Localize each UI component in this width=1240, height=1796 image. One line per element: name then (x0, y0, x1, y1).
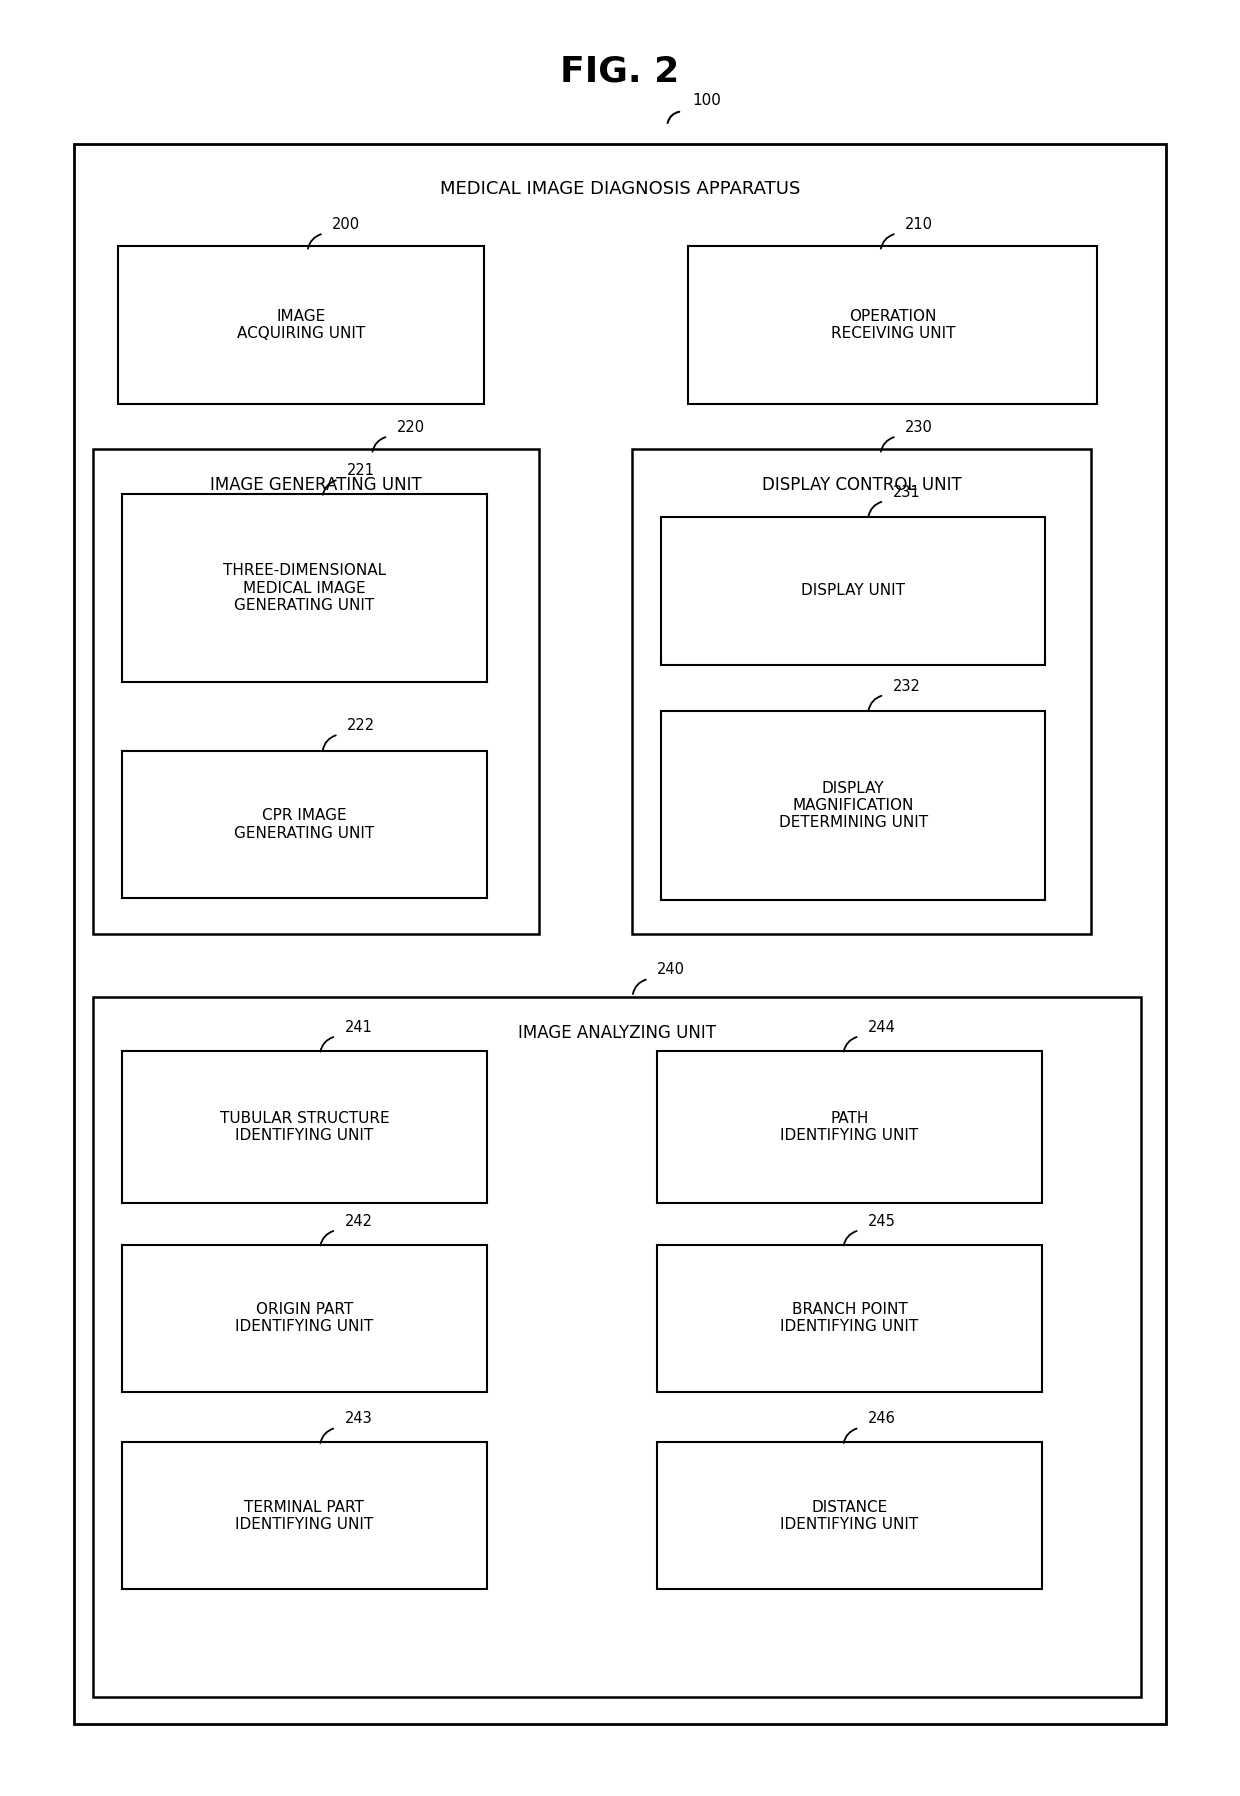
Text: 232: 232 (893, 679, 920, 693)
Text: 246: 246 (868, 1412, 895, 1426)
Text: MEDICAL IMAGE DIAGNOSIS APPARATUS: MEDICAL IMAGE DIAGNOSIS APPARATUS (440, 180, 800, 198)
Text: 240: 240 (657, 963, 686, 977)
Text: DISTANCE
IDENTIFYING UNIT: DISTANCE IDENTIFYING UNIT (780, 1500, 919, 1532)
Text: 200: 200 (332, 217, 361, 232)
Text: 244: 244 (868, 1020, 895, 1034)
Text: IMAGE GENERATING UNIT: IMAGE GENERATING UNIT (211, 476, 422, 494)
Text: OPERATION
RECEIVING UNIT: OPERATION RECEIVING UNIT (831, 309, 955, 341)
Text: THREE-DIMENSIONAL
MEDICAL IMAGE
GENERATING UNIT: THREE-DIMENSIONAL MEDICAL IMAGE GENERATI… (223, 564, 386, 612)
Text: DISPLAY
MAGNIFICATION
DETERMINING UNIT: DISPLAY MAGNIFICATION DETERMINING UNIT (779, 781, 928, 830)
Bar (122, 751, 487, 898)
Text: 245: 245 (868, 1214, 895, 1228)
Text: DISPLAY CONTROL UNIT: DISPLAY CONTROL UNIT (761, 476, 962, 494)
Text: 242: 242 (345, 1214, 373, 1228)
Text: FIG. 2: FIG. 2 (560, 56, 680, 88)
Text: TUBULAR STRUCTURE
IDENTIFYING UNIT: TUBULAR STRUCTURE IDENTIFYING UNIT (219, 1110, 389, 1144)
Text: 100: 100 (692, 93, 720, 108)
Bar (122, 1442, 487, 1589)
Text: 230: 230 (905, 420, 932, 435)
Bar (122, 1245, 487, 1392)
Text: 220: 220 (397, 420, 425, 435)
Text: CPR IMAGE
GENERATING UNIT: CPR IMAGE GENERATING UNIT (234, 808, 374, 841)
Text: 241: 241 (345, 1020, 372, 1034)
Text: PATH
IDENTIFYING UNIT: PATH IDENTIFYING UNIT (780, 1110, 919, 1144)
Bar (657, 1442, 1042, 1589)
Text: 243: 243 (345, 1412, 372, 1426)
Bar (661, 711, 1045, 900)
Text: 222: 222 (347, 718, 376, 733)
Bar (657, 1245, 1042, 1392)
Bar (93, 449, 539, 934)
Bar (632, 449, 1091, 934)
Bar (93, 997, 1141, 1697)
Text: IMAGE ANALYZING UNIT: IMAGE ANALYZING UNIT (518, 1024, 715, 1042)
Bar (122, 1051, 487, 1203)
Bar (74, 144, 1166, 1724)
Bar (657, 1051, 1042, 1203)
Text: IMAGE
ACQUIRING UNIT: IMAGE ACQUIRING UNIT (237, 309, 365, 341)
Text: TERMINAL PART
IDENTIFYING UNIT: TERMINAL PART IDENTIFYING UNIT (236, 1500, 373, 1532)
Bar (661, 517, 1045, 665)
Text: 210: 210 (905, 217, 934, 232)
Text: BRANCH POINT
IDENTIFYING UNIT: BRANCH POINT IDENTIFYING UNIT (780, 1302, 919, 1334)
Text: 231: 231 (893, 485, 920, 499)
Bar (688, 246, 1097, 404)
Bar (118, 246, 484, 404)
Text: ORIGIN PART
IDENTIFYING UNIT: ORIGIN PART IDENTIFYING UNIT (236, 1302, 373, 1334)
Text: DISPLAY UNIT: DISPLAY UNIT (801, 584, 905, 598)
Bar (122, 494, 487, 682)
Text: 221: 221 (347, 463, 376, 478)
